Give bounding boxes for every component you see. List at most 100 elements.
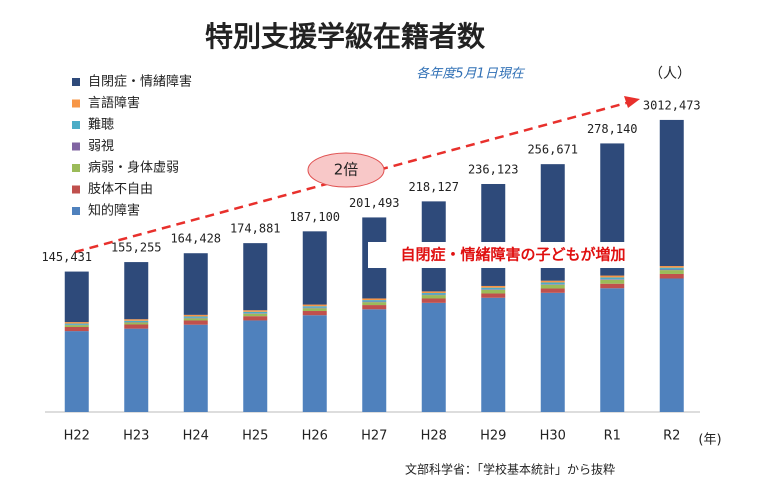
bar-segment: [600, 277, 625, 280]
bar-segment: [362, 309, 387, 412]
bar-segment: [659, 267, 684, 270]
x-unit: (年): [698, 433, 721, 448]
bar-segment: [124, 322, 149, 325]
bar-segment: [540, 284, 565, 285]
bar-segment: [481, 297, 506, 412]
total-label: 155,255: [111, 241, 162, 255]
x-tick-label: H30: [540, 429, 566, 444]
legend-label: 知的障害: [88, 203, 140, 219]
legend-swatch: [72, 207, 80, 215]
bar-segment: [540, 292, 565, 412]
bar-segment: [124, 319, 149, 321]
bar-segment: [243, 320, 268, 412]
legend-label: 自閉症・情緒障害: [88, 74, 192, 90]
bar-segment: [243, 316, 268, 321]
y-unit: （人）: [649, 66, 691, 82]
bar-segment: [659, 273, 684, 279]
bar-segment: [302, 307, 327, 309]
bar-segment: [362, 300, 387, 302]
bar-segment: [64, 323, 89, 325]
bar-segment: [481, 289, 506, 294]
bar-segment: [481, 289, 506, 290]
bar-segment: [421, 298, 446, 303]
bar-segment: [183, 318, 208, 321]
bar-segment: [362, 301, 387, 303]
bar-segment: [421, 302, 446, 412]
bar-segment: [302, 306, 327, 308]
legend-label: 弱視: [88, 139, 114, 154]
legend-label: 難聴: [88, 118, 114, 133]
bar-segment: [124, 320, 149, 323]
bar-segment: [540, 284, 565, 289]
bar-segment: [659, 270, 684, 274]
bar-segment: [600, 275, 625, 278]
bar-segment: [183, 320, 208, 325]
bar-segment: [124, 262, 149, 320]
badge: [307, 152, 385, 188]
bar-segment: [183, 314, 208, 317]
x-tick-label: H27: [361, 429, 387, 444]
bar-segment: [540, 282, 565, 285]
bar-segment: [659, 269, 684, 271]
legend-swatch: [72, 164, 80, 172]
bar-segment: [64, 325, 89, 327]
bar-segment: [124, 324, 149, 329]
total-label: 218,127: [408, 180, 459, 194]
total-label: 3012,473: [643, 98, 701, 112]
subtitle: 各年度5月1日現在: [416, 66, 526, 82]
x-tick-label: R2: [663, 429, 680, 444]
bar-segment: [362, 305, 387, 310]
bar-segment: [362, 302, 387, 306]
bar-segment: [64, 326, 89, 332]
bar-segment: [421, 293, 446, 295]
legend-label: 肢体不自由: [88, 181, 153, 197]
total-label: 174,881: [230, 222, 281, 236]
bar-segment: [600, 279, 625, 284]
legend-label: 病弱・身体虚弱: [88, 160, 179, 176]
x-tick-label: H28: [421, 429, 447, 444]
bar-segment: [481, 293, 506, 298]
bar-segment: [540, 288, 565, 293]
bar-segment: [64, 322, 89, 324]
arrow-head: [624, 96, 640, 108]
x-tick-label: H29: [480, 429, 506, 444]
chart-title: 特別支援学級在籍者数: [205, 20, 486, 53]
source: 文部科学省：「学校基本統計」から抜粋: [405, 462, 615, 477]
bar-segment: [481, 183, 506, 286]
bar-segment: [302, 231, 327, 305]
bar-segment: [183, 253, 208, 315]
bar-segment: [362, 298, 387, 301]
bar-segment: [302, 315, 327, 412]
bar-segment: [124, 328, 149, 412]
bar-segment: [421, 291, 446, 294]
bar-segment: [243, 313, 268, 317]
bar-segment: [243, 310, 268, 312]
bar-segment: [659, 278, 684, 412]
callout-bg: [368, 242, 658, 268]
bar-segment: [183, 324, 208, 412]
legend-swatch: [72, 121, 80, 129]
bar-segment: [421, 295, 446, 299]
total-label: 256,671: [527, 143, 578, 157]
legend-label: 言語障害: [88, 95, 140, 111]
x-tick-label: R1: [604, 429, 621, 444]
bar-segment: [481, 285, 506, 288]
bar-segment: [600, 283, 625, 289]
x-tick-label: H23: [123, 429, 149, 444]
bar-segment: [659, 266, 684, 268]
total-label: 164,428: [170, 232, 221, 246]
bar-segment: [243, 243, 268, 311]
bar-segment: [302, 308, 327, 312]
bar-segment: [64, 331, 89, 412]
x-tick-label: H24: [183, 429, 209, 444]
total-label: 145,431: [41, 250, 92, 264]
bar-segment: [421, 294, 446, 296]
legend-swatch: [72, 185, 80, 194]
legend-swatch: [72, 99, 80, 108]
x-tick-label: H22: [64, 429, 90, 444]
legend-swatch: [72, 142, 80, 151]
total-label: 278,140: [587, 122, 638, 136]
total-label: 236,123: [468, 162, 519, 176]
bar-segment: [659, 119, 684, 267]
